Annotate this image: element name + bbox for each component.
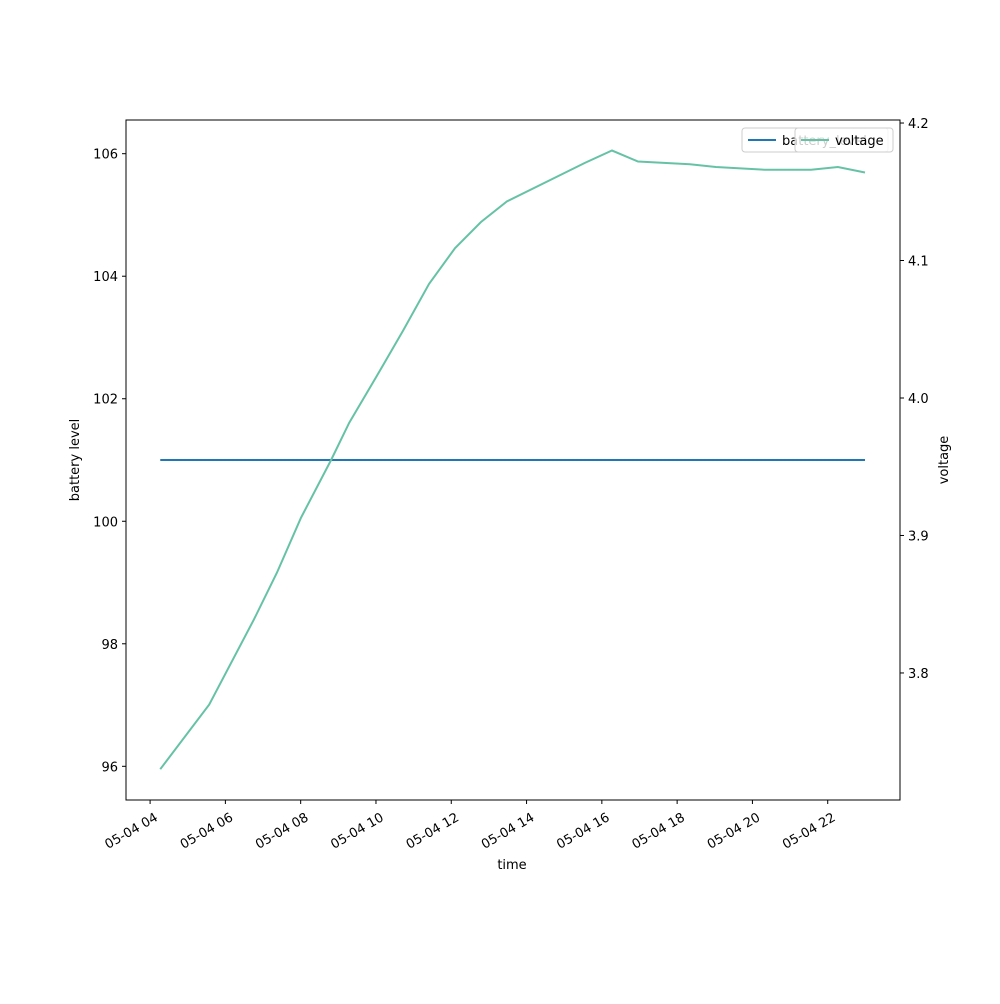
x-tick-label: 05-04 08 bbox=[253, 810, 311, 852]
y-tick-label: 102 bbox=[93, 393, 118, 408]
y2-tick-label: 4.1 bbox=[908, 255, 929, 270]
x-tick-label: 05-04 10 bbox=[328, 810, 386, 852]
y-tick-label: 106 bbox=[93, 148, 118, 163]
y-tick-label: 96 bbox=[101, 760, 118, 775]
legend: voltage bbox=[794, 127, 894, 153]
x-tick-label: 05-04 04 bbox=[103, 810, 161, 852]
y2-tick-label: 4.2 bbox=[908, 117, 929, 132]
y-tick-label: 104 bbox=[93, 270, 118, 285]
legend-box bbox=[794, 127, 894, 153]
x-tick-label: 05-04 14 bbox=[479, 810, 537, 852]
x-tick-label: 05-04 06 bbox=[178, 810, 236, 852]
y2-tick-label: 3.8 bbox=[908, 667, 929, 682]
x-tick-label: 05-04 20 bbox=[705, 810, 763, 852]
series-line bbox=[159, 149, 866, 770]
x-tick-label: 05-04 18 bbox=[630, 810, 688, 852]
y2-axis-label: voltage bbox=[937, 436, 952, 485]
y-tick-label: 100 bbox=[93, 515, 118, 530]
y2-tick-label: 4.0 bbox=[908, 392, 929, 407]
x-tick-label: 05-04 16 bbox=[554, 810, 612, 852]
plot-frame bbox=[125, 119, 901, 801]
x-axis-label: time bbox=[497, 858, 526, 873]
y-axis-label: battery level bbox=[68, 419, 83, 502]
legend-label: voltage bbox=[835, 134, 884, 149]
x-tick-label: 05-04 12 bbox=[404, 810, 462, 852]
x-tick-label: 05-04 22 bbox=[780, 810, 838, 852]
y-tick-label: 98 bbox=[101, 638, 118, 653]
y2-tick-label: 3.9 bbox=[908, 529, 929, 544]
